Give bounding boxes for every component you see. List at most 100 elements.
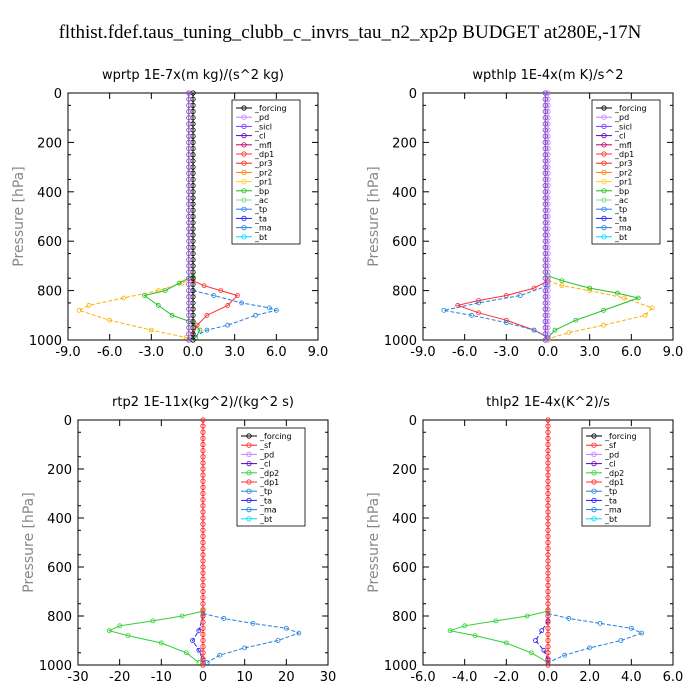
- chart4-ylabel: Pressure [hPa]: [366, 492, 382, 592]
- chart2-series-point: [545, 263, 551, 269]
- chart4-legend-label: _dp2: [604, 469, 624, 478]
- chart1-series-point: [186, 102, 192, 108]
- chart4-xtick-label: 4.0: [621, 670, 642, 685]
- chart3-series-point: [179, 613, 185, 619]
- chart1-series-point: [194, 322, 200, 328]
- chart4-xtick-label: -6.0: [410, 670, 435, 685]
- chart1-legend-label: _dp1: [254, 150, 274, 159]
- chart4-legend-marker: [591, 506, 597, 513]
- chart4-series-point: [545, 509, 551, 515]
- chart3-series-point: [200, 509, 206, 515]
- chart4-series-point: [545, 490, 551, 497]
- chart1-series-point: [204, 327, 210, 333]
- chart2-series-point: [573, 317, 579, 323]
- chart1-legend-label: _pr3: [254, 159, 272, 168]
- chart4-series-point: [545, 515, 551, 521]
- chart3-xtick-label: 10: [236, 670, 253, 685]
- chart1-ytick-label: 800: [37, 285, 62, 300]
- chart2-series-line: [547, 280, 654, 340]
- chart1-series-point: [186, 331, 192, 337]
- chart4-series-point: [545, 582, 551, 588]
- chart2-series-point: [545, 275, 551, 281]
- chart1-legend-label: _ma: [254, 224, 272, 233]
- chart3-series-point: [200, 478, 206, 484]
- chart2-series-point: [545, 170, 551, 176]
- chart1-series-point: [186, 287, 192, 294]
- chart2-series-point: [542, 207, 548, 213]
- chart2-series-point: [542, 312, 548, 318]
- chart2-series-point: [545, 244, 551, 250]
- chart3-ytick-label: 0: [64, 414, 72, 429]
- chart4-series-point: [545, 595, 551, 601]
- chart4-series-point: [545, 546, 551, 552]
- chart1-series-point: [186, 232, 192, 238]
- chart2-series-point: [545, 164, 551, 170]
- chart3-ytick-label: 200: [47, 463, 72, 478]
- chart2-series-point: [545, 300, 551, 306]
- chart1-xtick-label: -3.0: [139, 345, 164, 360]
- chart2-ytick-label: 0: [409, 87, 417, 102]
- chart4-series-point: [545, 441, 551, 448]
- chart4-series-point: [545, 478, 551, 484]
- chart1-series-point: [186, 220, 192, 226]
- chart3-series-point: [196, 628, 202, 634]
- chart3-series-point: [200, 546, 206, 552]
- chart1-series-point: [186, 257, 192, 263]
- chart2-ytick-label: 200: [392, 136, 417, 151]
- chart2-xtick-label: 9.0: [663, 345, 684, 360]
- chart3-series-point: [200, 619, 206, 625]
- chart3-series-point: [200, 539, 206, 546]
- chart2-series-point: [542, 201, 548, 207]
- chart4-series-point: [545, 448, 551, 454]
- chart4-series-point: [545, 576, 551, 582]
- chart4-xtick-label: 2.0: [579, 670, 600, 685]
- chart3-series-point: [200, 497, 206, 503]
- chart4-series-point: [545, 650, 551, 656]
- chart2-series-point: [559, 278, 565, 284]
- chart3-series-point: [200, 521, 206, 527]
- chart4-series-line: [534, 620, 549, 661]
- chart2-legend-marker: [601, 197, 607, 203]
- chart2-series-point: [566, 330, 572, 335]
- chart4-title: thlp2 1E-4x(K^2)/s: [486, 395, 610, 410]
- chart2-xtick-label: -3.0: [494, 345, 519, 360]
- chart2-series-point: [542, 226, 548, 232]
- chart3-series-point: [158, 640, 164, 646]
- chart1-series-point: [204, 312, 210, 318]
- chart4-legend-marker: [591, 470, 597, 476]
- chart4-series-point: [503, 640, 509, 646]
- chart4-series-point: [545, 613, 551, 619]
- chart4-series-point: [545, 539, 551, 546]
- chart2-legend-marker: [601, 114, 607, 120]
- chart4-series-point: [545, 588, 551, 595]
- chart1-series-point: [239, 300, 245, 306]
- chart1-series-point: [186, 152, 192, 158]
- chart2-series-point: [542, 176, 548, 183]
- chart2-legend-marker: [601, 225, 607, 231]
- chart2-series-point: [552, 327, 558, 333]
- chart4-ytick-label: 400: [392, 512, 417, 527]
- chart2-legend-marker: [601, 215, 607, 221]
- chart2-series-point: [621, 295, 627, 301]
- chart2-series-point: [545, 213, 551, 220]
- chart2-legend-marker: [601, 133, 607, 139]
- chart3-series-point: [200, 662, 206, 668]
- chart2-legend-label: _pr3: [614, 159, 632, 168]
- chart1-series-point: [186, 139, 192, 145]
- chart1-series-point: [186, 269, 192, 275]
- chart1-ytick-label: 0: [54, 87, 62, 102]
- chart1-series-point: [186, 238, 192, 244]
- chart1-legend-marker: [241, 225, 247, 231]
- chart2-series-point: [545, 337, 551, 343]
- chart2-series-point: [545, 238, 551, 244]
- chart2-series-point: [542, 281, 548, 288]
- chart3-xtick-label: -20: [109, 670, 130, 685]
- chart2-legend-label: _sicl: [614, 122, 632, 131]
- chart2-series-line: [443, 285, 549, 338]
- chart2-series-point: [559, 283, 565, 289]
- chart3-ytick-label: 1000: [39, 659, 72, 674]
- chart2-series-point: [542, 306, 548, 312]
- chart4-series-point: [545, 460, 551, 466]
- chart3-legend-marker: [246, 488, 252, 494]
- chart4-legend-label: _dp1: [604, 478, 624, 487]
